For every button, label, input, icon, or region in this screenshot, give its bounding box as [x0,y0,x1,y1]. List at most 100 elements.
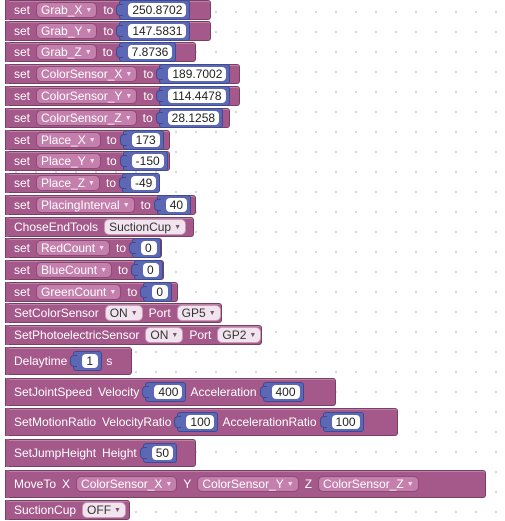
number-input[interactable]: 147.5831 [128,24,187,38]
chevron-down-icon: ▼ [98,244,105,252]
set-place-y-block[interactable]: set Place_Y ▼ to -150 [5,151,170,171]
variable-dropdown[interactable]: Place_X ▼ [36,132,101,148]
number-socket: 0 [140,282,173,302]
y-variable-dropdown[interactable]: ColorSensor_Y ▼ [197,476,299,492]
number-input[interactable]: 7.8736 [127,45,173,59]
set-place-z-block[interactable]: set Place_Z ▼ to -49 [5,173,161,193]
sensor-state-dropdown[interactable]: ON ▼ [104,305,143,321]
velocity-ratio-input[interactable]: 100 [186,415,215,429]
set-colorsensor-x-block[interactable]: set ColorSensor_X ▼ to 189.7002 [5,64,240,84]
number-input[interactable]: 28.1258 [167,111,220,125]
port-label: Port [148,306,171,320]
height-input[interactable]: 50 [151,446,174,460]
velocity-input[interactable]: 400 [154,385,183,399]
variable-dropdown[interactable]: Place_Z ▼ [36,175,100,191]
sensor-state-dropdown[interactable]: ON ▼ [145,327,184,343]
x-label: X [62,477,71,491]
number-input[interactable]: 0 [141,241,158,255]
to-keyword: to [127,285,138,299]
set-greencount-block[interactable]: set GreenCount ▼ to 0 [5,282,178,302]
end-tool-dropdown[interactable]: SuctionCup ▼ [104,219,187,235]
set-color-sensor-block[interactable]: SetColorSensor ON ▼ Port GP5 ▼ [5,303,222,323]
chevron-down-icon: ▼ [122,201,130,209]
number-input[interactable]: 0 [143,263,160,277]
number-input[interactable]: 114.4478 [168,89,226,103]
z-variable-dropdown[interactable]: ColorSensor_Z ▼ [318,476,419,492]
block-label: SetMotionRatio [14,415,97,429]
chevron-down-icon: ▼ [174,223,182,231]
number-socket: 114.4478 [156,86,230,106]
set-place-x-block[interactable]: set Place_X ▼ to 173 [5,130,170,150]
number-input[interactable]: 189.7002 [168,67,227,81]
to-keyword: to [116,241,127,255]
set-redcount-block[interactable]: set RedCount ▼ to 0 [5,238,162,258]
set-keyword: set [14,154,31,168]
number-input[interactable]: 40 [165,198,188,212]
x-variable-dropdown[interactable]: ColorSensor_X ▼ [76,476,178,492]
chevron-down-icon: ▼ [84,48,92,56]
number-input[interactable]: -150 [131,154,164,168]
variable-dropdown[interactable]: GreenCount ▼ [36,284,122,300]
set-placinginterval-block[interactable]: set PlacingInterval ▼ to 40 [5,195,196,215]
set-joint-speed-block[interactable]: SetJointSpeed Velocity 400 Acceleration … [5,378,336,406]
set-bluecount-block[interactable]: set BlueCount ▼ to 0 [5,260,164,280]
block-label: Delaytime [14,354,68,368]
variable-dropdown[interactable]: Place_Y ▼ [36,153,101,169]
set-grab-z-block[interactable]: set Grab_Z ▼ to 7.8736 [5,42,196,62]
variable-dropdown[interactable]: RedCount ▼ [36,240,110,256]
set-photoelectric-sensor-block[interactable]: SetPhotoelectricSensor ON ▼ Port GP2 ▼ [5,325,262,345]
variable-dropdown[interactable]: ColorSensor_Y ▼ [36,88,138,104]
port-dropdown[interactable]: GP5 ▼ [176,305,221,321]
set-grab-y-block[interactable]: set Grab_Y ▼ to 147.5831 [5,21,211,41]
to-keyword: to [102,45,113,59]
number-socket: 250.8702 [116,0,191,20]
acceleration-input[interactable]: 400 [271,385,300,399]
set-keyword: set [14,45,31,59]
move-to-block[interactable]: MoveTo X ColorSensor_X ▼ Y ColorSensor_Y ▼… [5,470,486,498]
suction-cup-block[interactable]: SuctionCup OFF ▼ [5,500,130,520]
suction-state-dropdown[interactable]: OFF ▼ [82,502,126,518]
set-grab-x-block[interactable]: set Grab_X ▼ to 250.8702 [5,0,211,20]
set-motion-ratio-block[interactable]: SetMotionRatio VelocityRatio 100 Acceler… [5,408,398,436]
number-socket: 147.5831 [116,21,191,41]
number-input[interactable]: 250.8702 [128,3,187,17]
variable-dropdown[interactable]: ColorSensor_X ▼ [36,66,138,82]
chose-end-tools-block[interactable]: ChoseEndTools SuctionCup ▼ [5,217,194,237]
chevron-down-icon: ▼ [125,70,133,78]
to-keyword: to [105,176,116,190]
set-keyword: set [14,133,31,147]
set-keyword: set [14,67,31,81]
variable-dropdown[interactable]: ColorSensor_Z ▼ [36,110,137,126]
number-input[interactable]: 173 [131,133,160,147]
variable-dropdown[interactable]: Grab_Y ▼ [36,23,98,39]
chevron-down-icon: ▼ [208,309,216,317]
number-socket: 0 [131,260,164,280]
variable-dropdown[interactable]: Grab_Z ▼ [36,44,97,60]
number-socket: 1 [70,351,103,371]
delaytime-block[interactable]: Delaytime 1 s [5,347,132,375]
chevron-down-icon: ▼ [88,157,96,165]
set-keyword: set [14,263,31,277]
port-dropdown[interactable]: GP2 ▼ [217,327,262,343]
to-keyword: to [143,89,154,103]
chevron-down-icon: ▼ [130,309,138,317]
number-socket: 40 [153,195,192,215]
set-colorsensor-y-block[interactable]: set ColorSensor_Y ▼ to 114.4478 [5,86,240,106]
seconds-label: s [106,354,113,368]
chevron-down-icon: ▼ [125,92,133,100]
number-socket: 100 [174,412,219,432]
number-socket: 7.8736 [115,42,177,62]
chevron-down-icon: ▼ [286,480,294,488]
variable-dropdown[interactable]: PlacingInterval ▼ [36,197,135,213]
number-input[interactable]: -49 [131,176,157,190]
set-jump-height-block[interactable]: SetJumpHeight Height 50 [5,439,196,467]
set-colorsensor-z-block[interactable]: set ColorSensor_Z ▼ to 28.1258 [5,108,230,128]
number-socket: 100 [319,412,364,432]
variable-dropdown[interactable]: BlueCount ▼ [36,262,112,278]
chevron-down-icon: ▼ [249,331,257,339]
number-input[interactable]: 1 [82,354,99,368]
number-input[interactable]: 0 [152,285,169,299]
acceleration-ratio-input[interactable]: 100 [331,415,360,429]
chevron-down-icon: ▼ [165,480,173,488]
variable-dropdown[interactable]: Grab_X ▼ [36,2,98,18]
